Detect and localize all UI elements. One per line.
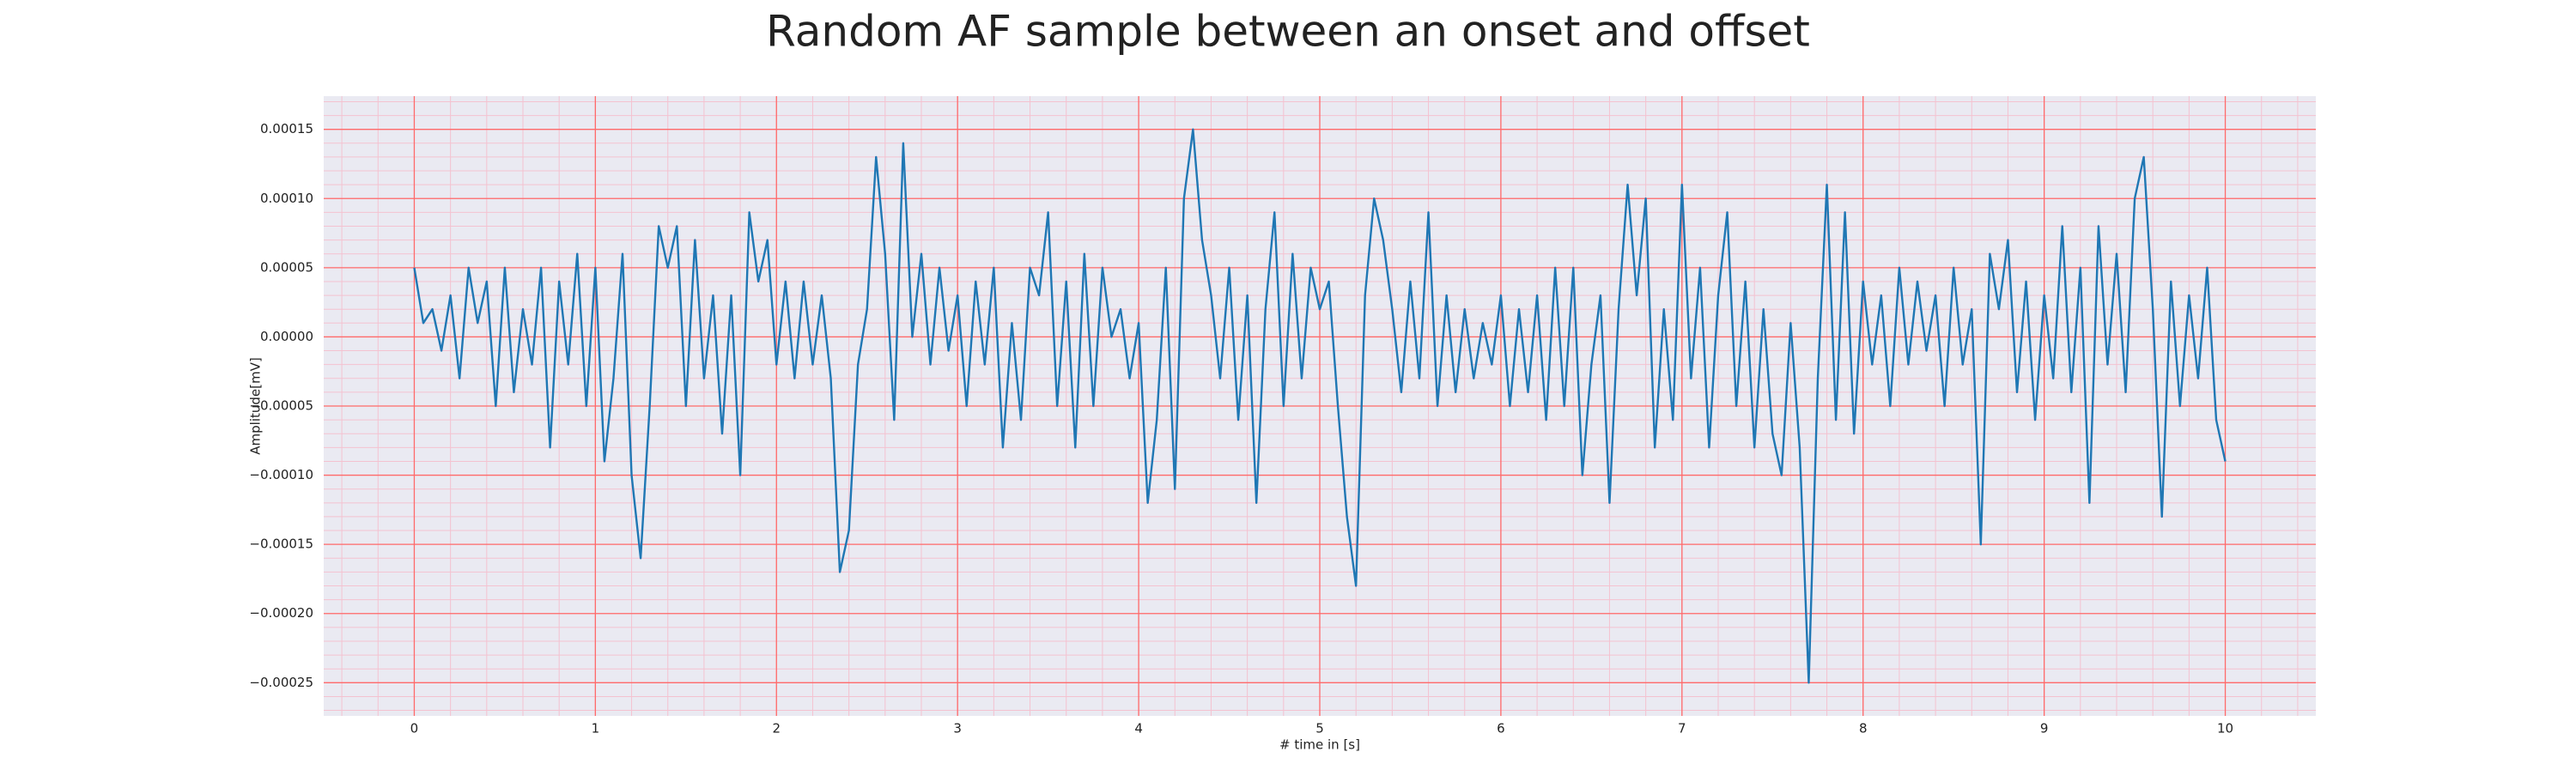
x-tick-label: 3: [953, 721, 962, 737]
chart-title: Random AF sample between an onset and of…: [766, 7, 1810, 57]
y-tick-label: −0.00015: [249, 537, 313, 552]
y-tick-label: −0.00010: [249, 467, 313, 482]
x-tick-label: 5: [1315, 721, 1324, 737]
y-tick-label: −0.00025: [249, 675, 313, 690]
y-axis-label: Amplitude[mV]: [248, 357, 264, 454]
x-tick-label: 9: [2040, 721, 2049, 737]
y-tick-label: 0.00015: [260, 121, 313, 136]
y-tick-label: 0.00000: [260, 329, 313, 344]
x-tick-label: 7: [1678, 721, 1686, 737]
x-tick-label: 8: [1859, 721, 1868, 737]
data-line: [413, 128, 2227, 684]
x-tick-label: 6: [1497, 721, 1505, 737]
x-tick-label: 10: [2217, 721, 2233, 737]
x-axis-label: # time in [s]: [1279, 737, 1360, 753]
y-tick-label: 0.00010: [260, 191, 313, 206]
y-tick-label: −0.00005: [249, 398, 313, 414]
x-tick-label: 0: [410, 721, 419, 737]
y-tick-label: 0.00005: [260, 259, 313, 275]
y-tick-label: −0.00020: [249, 605, 313, 621]
x-tick-label: 1: [592, 721, 600, 737]
x-tick-label: 4: [1134, 721, 1143, 737]
x-tick-label: 2: [772, 721, 781, 737]
